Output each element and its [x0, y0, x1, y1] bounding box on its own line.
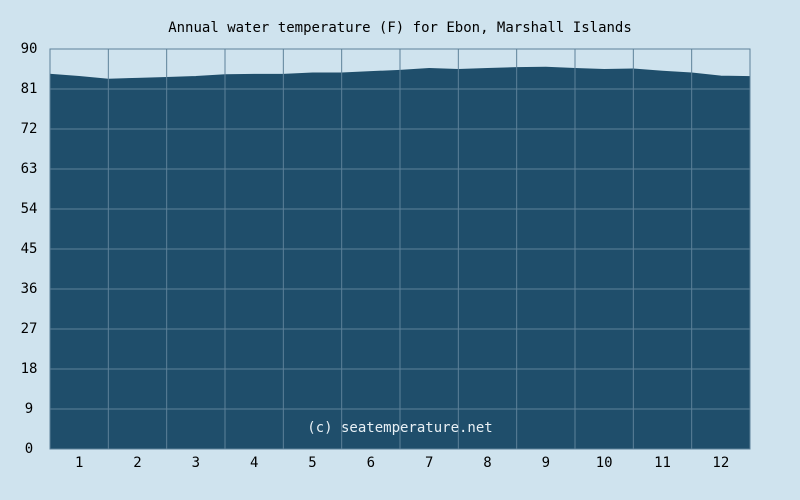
x-tick-label: 11 — [654, 455, 671, 471]
x-tick-label: 2 — [133, 455, 141, 471]
y-tick-label: 27 — [21, 321, 38, 337]
y-tick-label: 9 — [25, 401, 33, 417]
x-tick-label: 4 — [250, 455, 258, 471]
y-tick-label: 63 — [21, 161, 38, 177]
x-tick-label: 5 — [308, 455, 316, 471]
y-tick-label: 72 — [21, 121, 38, 137]
x-tick-label: 3 — [192, 455, 200, 471]
y-tick-label: 18 — [21, 361, 38, 377]
x-tick-label: 6 — [367, 455, 375, 471]
y-tick-label: 81 — [21, 81, 38, 97]
x-tick-label: 8 — [483, 455, 491, 471]
x-tick-label: 7 — [425, 455, 433, 471]
plot-border — [49, 48, 751, 450]
y-tick-label: 90 — [21, 41, 38, 57]
y-tick-label: 54 — [21, 201, 38, 217]
y-tick-label: 36 — [21, 281, 38, 297]
x-tick-label: 1 — [75, 455, 83, 471]
x-tick-label: 9 — [542, 455, 550, 471]
watermark: (c) seatemperature.net — [307, 420, 492, 436]
x-tick-label: 10 — [596, 455, 613, 471]
y-tick-label: 0 — [25, 441, 33, 457]
x-tick-label: 12 — [712, 455, 729, 471]
chart-title: Annual water temperature (F) for Ebon, M… — [168, 20, 632, 36]
y-tick-label: 45 — [21, 241, 38, 257]
